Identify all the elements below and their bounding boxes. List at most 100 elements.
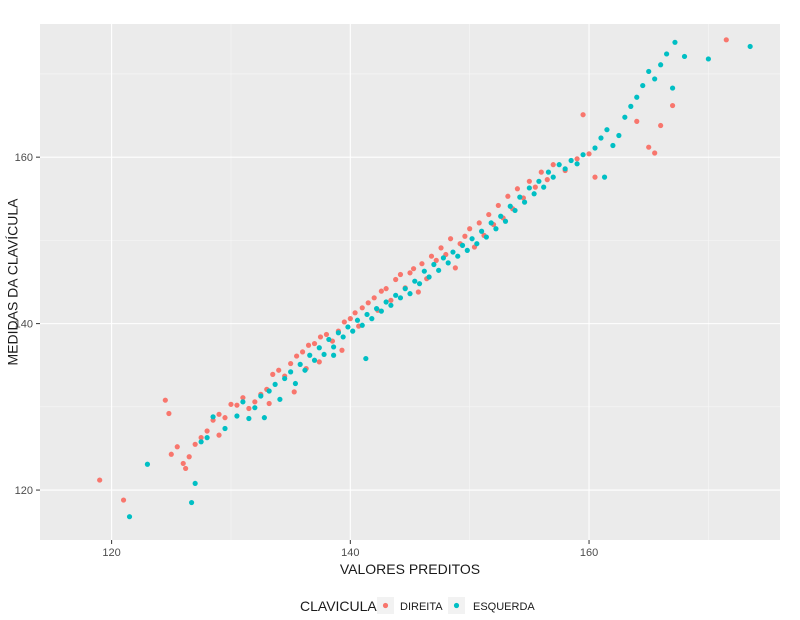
point-esquerda	[705, 56, 711, 62]
point-esquerda	[126, 514, 133, 520]
point-esquerda	[634, 94, 640, 100]
point-esquerda	[407, 291, 413, 297]
point-direita	[646, 144, 652, 150]
point-direita	[486, 211, 492, 218]
point-esquerda	[592, 145, 598, 151]
point-esquerda	[363, 355, 369, 362]
point-direita	[120, 497, 127, 503]
point-direita	[526, 178, 532, 184]
point-esquerda	[568, 157, 574, 164]
point-esquerda	[397, 295, 404, 301]
point-direita	[723, 37, 729, 43]
point-direita	[252, 399, 258, 405]
point-direita	[538, 169, 544, 175]
point-esquerda	[681, 53, 688, 60]
point-esquerda	[331, 352, 337, 358]
point-direita	[168, 451, 174, 457]
point-direita	[352, 310, 358, 316]
point-esquerda	[354, 317, 361, 323]
point-direita	[365, 300, 371, 306]
point-direita	[204, 428, 210, 434]
point-esquerda	[383, 299, 389, 305]
point-esquerda	[373, 306, 380, 312]
x-tick-label: 120	[102, 547, 120, 559]
point-esquerda	[483, 234, 489, 240]
point-esquerda	[331, 344, 337, 350]
point-esquerda	[311, 357, 318, 363]
point-esquerda	[517, 194, 523, 200]
point-esquerda	[664, 51, 670, 57]
point-esquerda	[388, 302, 394, 308]
y-tick-label: 120	[15, 485, 33, 497]
point-esquerda	[652, 76, 658, 82]
point-esquerda	[628, 103, 634, 109]
point-esquerda	[459, 242, 466, 248]
point-esquerda	[747, 43, 753, 50]
point-direita	[222, 415, 228, 421]
point-direita	[447, 236, 454, 242]
point-direita	[452, 265, 458, 271]
point-esquerda	[277, 396, 283, 402]
point-esquerda	[556, 162, 562, 168]
point-direita	[162, 397, 168, 403]
point-esquerda	[288, 369, 294, 375]
point-esquerda	[192, 480, 198, 487]
y-tick-label: 140	[15, 319, 33, 331]
point-direita	[652, 150, 658, 156]
point-esquerda	[601, 174, 608, 180]
point-esquerda	[604, 127, 610, 133]
point-esquerda	[580, 152, 586, 158]
point-esquerda	[340, 334, 346, 340]
x-axis-title: VALORES PREDITOS	[340, 561, 480, 577]
point-esquerda	[240, 399, 246, 405]
point-esquerda	[297, 361, 303, 367]
point-direita	[276, 367, 282, 373]
point-esquerda	[282, 375, 288, 382]
point-direita	[216, 432, 222, 438]
point-esquerda	[198, 439, 204, 445]
point-direita	[514, 186, 521, 192]
point-direita	[234, 402, 240, 408]
point-esquerda	[272, 381, 278, 387]
point-direita	[186, 454, 192, 460]
point-direita	[166, 410, 172, 417]
point-direita	[323, 331, 330, 338]
point-direita	[359, 305, 365, 311]
point-esquerda	[316, 345, 322, 351]
point-direita	[240, 395, 246, 401]
point-direita	[433, 257, 439, 263]
point-esquerda	[646, 68, 652, 75]
point-esquerda	[302, 367, 308, 373]
point-direita	[438, 245, 444, 251]
major-gridlines	[40, 24, 780, 540]
plot-panel	[40, 24, 780, 540]
point-direita	[586, 151, 592, 157]
point-esquerda	[261, 415, 267, 421]
point-esquerda	[498, 213, 504, 219]
point-esquerda	[436, 267, 442, 273]
point-esquerda	[431, 261, 437, 268]
point-direita	[407, 270, 413, 276]
point-direita	[397, 271, 404, 278]
point-direita	[419, 261, 425, 267]
point-esquerda	[188, 499, 195, 506]
point-direita	[183, 465, 189, 472]
point-direita	[505, 193, 511, 199]
point-esquerda	[204, 435, 210, 441]
point-esquerda	[479, 228, 485, 234]
y-axis-ticks: 120 140 160	[15, 152, 40, 497]
point-esquerda	[326, 336, 332, 343]
point-esquerda	[640, 82, 646, 89]
point-esquerda	[246, 415, 252, 422]
point-direita	[316, 359, 322, 365]
point-esquerda	[144, 461, 151, 467]
point-esquerda	[464, 247, 470, 253]
point-direita	[371, 295, 377, 301]
point-direita	[669, 102, 676, 109]
point-esquerda	[252, 405, 258, 411]
point-esquerda	[672, 39, 678, 45]
point-direita	[476, 220, 482, 226]
point-esquerda	[562, 166, 568, 172]
legend-dot-esquerda	[453, 602, 460, 609]
point-direita	[550, 162, 556, 168]
